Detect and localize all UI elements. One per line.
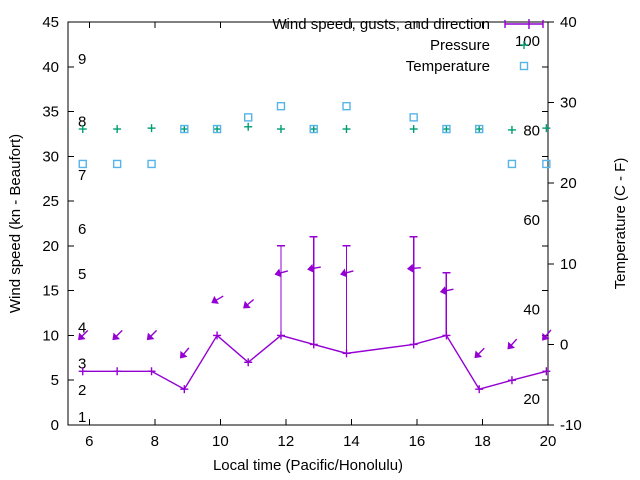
wind-direction-arrow — [146, 332, 155, 341]
temperature-marker — [112, 159, 122, 169]
temperature-marker — [409, 113, 418, 122]
right-tick-label: 40 — [560, 14, 577, 31]
plot-border — [67, 21, 549, 426]
beaufort-label-4: 4 — [78, 319, 86, 336]
bottom-tick-label: 8 — [151, 433, 159, 450]
beaufort-label-5: 5 — [78, 266, 86, 283]
beaufort-label-8: 8 — [78, 114, 86, 131]
wind-direction-arrow — [340, 268, 348, 278]
wind-speed-line — [82, 334, 547, 391]
left-tick-label: 10 — [42, 327, 59, 344]
wind-direction-arrow — [112, 332, 121, 341]
beaufort-label-1: 1 — [78, 409, 86, 426]
left-tick-label: 25 — [42, 193, 59, 210]
left-tick-label: 5 — [51, 372, 59, 389]
bottom-axis-title: Local time (Pacific/Honolulu) — [213, 457, 403, 474]
temperature-marker — [78, 159, 87, 169]
wind-direction-arrow — [243, 300, 251, 309]
beaufort-label-6: 6 — [78, 221, 86, 238]
right-tick-label: 30 — [560, 95, 577, 112]
bottom-tick-label: 6 — [85, 433, 93, 450]
left-tick-label: 35 — [42, 104, 59, 121]
temperature-marker — [212, 124, 222, 134]
temperature-marker — [442, 124, 451, 134]
fahrenheit-label-100: 100 — [515, 33, 540, 50]
beaufort-label-3: 3 — [78, 355, 86, 372]
right-tick-label: -10 — [560, 417, 582, 434]
temperature-marker — [342, 101, 351, 111]
temperature-marker — [180, 124, 189, 134]
beaufort-label-9: 9 — [78, 51, 86, 68]
legend-label-1: Pressure — [430, 37, 490, 54]
right-tick-label: 0 — [560, 336, 568, 353]
right-tick-label: 20 — [560, 175, 577, 192]
legend-label-2: Temperature — [406, 58, 490, 75]
left-tick-label: 30 — [42, 148, 59, 165]
wind-direction-arrow — [507, 341, 516, 350]
temperature-marker — [309, 124, 318, 134]
beaufort-label-7: 7 — [78, 167, 86, 184]
wind-direction-arrow — [407, 263, 414, 273]
temperature-marker — [507, 159, 517, 169]
left-tick-label: 20 — [42, 238, 59, 255]
bottom-tick-label: 20 — [540, 433, 557, 450]
bottom-tick-label: 14 — [343, 433, 360, 450]
fahrenheit-label-20: 20 — [523, 391, 540, 408]
wind-direction-arrow — [211, 295, 219, 304]
wind-direction-arrow — [180, 350, 188, 359]
temperature-marker — [147, 159, 156, 169]
left-tick-label: 40 — [42, 59, 59, 76]
right-axis-title: Temperature (C - F) — [612, 158, 629, 290]
beaufort-label-2: 2 — [78, 382, 86, 399]
wind-direction-arrow — [274, 268, 282, 278]
bottom-tick-label: 10 — [212, 433, 229, 450]
fahrenheit-label-40: 40 — [523, 302, 540, 319]
temperature-marker — [474, 124, 484, 134]
wind-direction-arrow — [542, 332, 550, 341]
wind-direction-arrow — [78, 332, 86, 341]
bottom-tick-label: 16 — [409, 433, 426, 450]
bottom-tick-label: 18 — [474, 433, 491, 450]
left-tick-label: 0 — [51, 417, 59, 434]
right-tick-label: 10 — [560, 256, 577, 273]
left-tick-label: 45 — [42, 14, 59, 31]
wind-direction-arrow — [307, 263, 314, 273]
left-axis-title: Wind speed (kn - Beaufort) — [7, 134, 24, 313]
temperature-marker — [542, 159, 551, 169]
temperature-marker — [244, 113, 253, 122]
legend-label-0: Wind speed, gusts, and direction — [272, 16, 490, 33]
fahrenheit-label-80: 80 — [523, 122, 540, 139]
bottom-tick-label: 12 — [278, 433, 295, 450]
fahrenheit-label-60: 60 — [523, 212, 540, 229]
left-tick-label: 15 — [42, 283, 59, 300]
wind-direction-arrow — [439, 286, 447, 296]
legend-sample-temperature — [519, 61, 529, 71]
temperature-marker — [276, 101, 286, 111]
wind-direction-arrow — [474, 350, 483, 359]
